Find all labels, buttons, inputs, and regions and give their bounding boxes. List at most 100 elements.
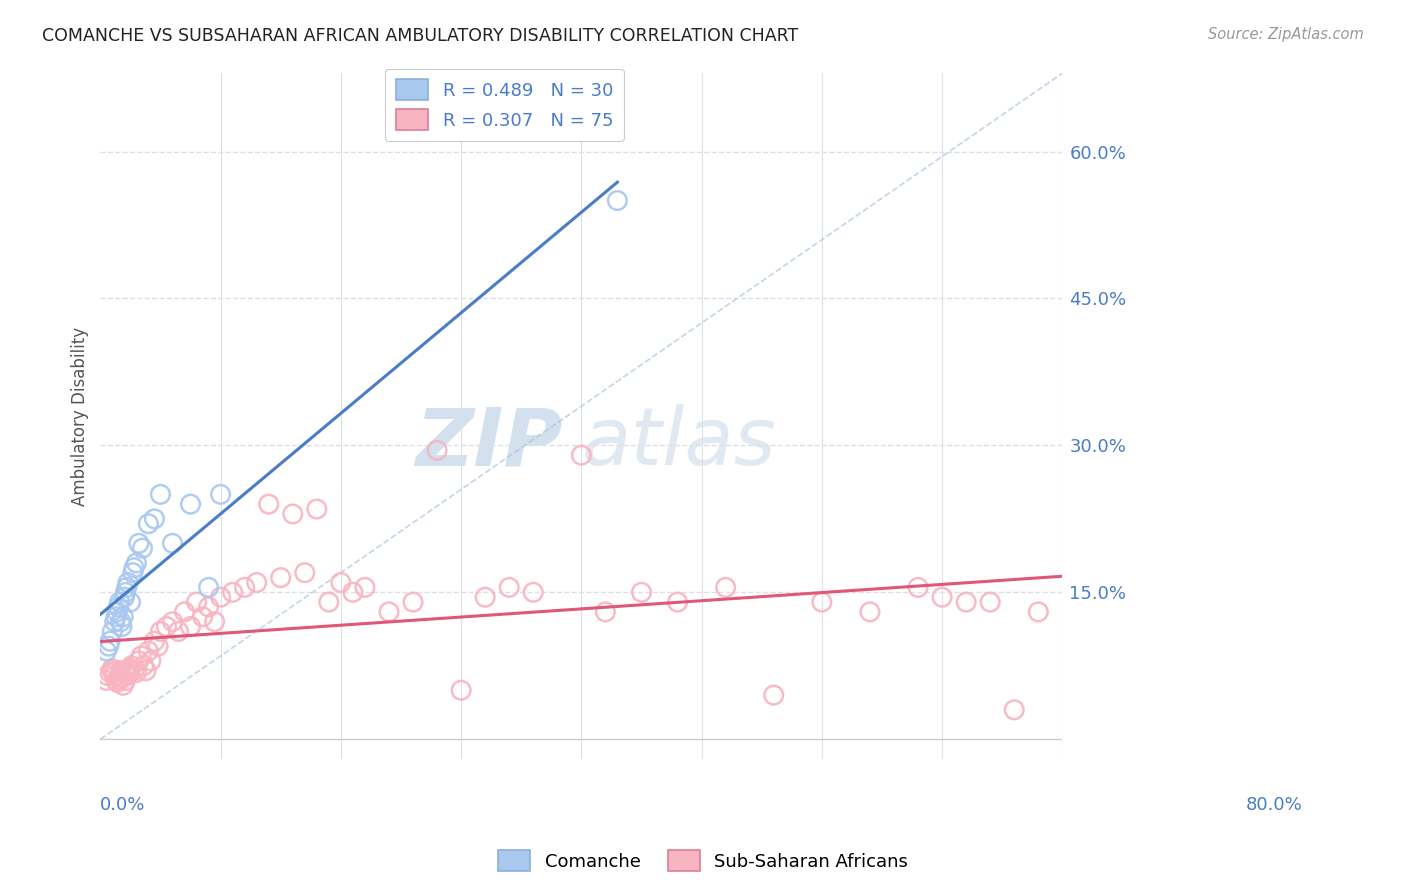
Y-axis label: Ambulatory Disability: Ambulatory Disability: [72, 326, 89, 506]
Point: [522, 585, 544, 599]
Point: [907, 581, 929, 595]
Point: [149, 624, 172, 639]
Point: [107, 599, 129, 614]
Point: [378, 605, 401, 619]
Point: [104, 615, 127, 629]
Point: [117, 664, 139, 678]
Text: 80.0%: 80.0%: [1246, 797, 1303, 814]
Point: [125, 665, 148, 680]
Point: [138, 516, 160, 531]
Legend: R = 0.489   N = 30, R = 0.307   N = 75: R = 0.489 N = 30, R = 0.307 N = 75: [385, 69, 624, 141]
Point: [402, 595, 425, 609]
Point: [294, 566, 316, 580]
Point: [270, 571, 292, 585]
Point: [115, 581, 138, 595]
Point: [97, 668, 120, 682]
Point: [128, 654, 150, 668]
Point: [135, 664, 157, 678]
Text: atlas: atlas: [581, 404, 776, 483]
Point: [101, 664, 124, 678]
Point: [1026, 605, 1049, 619]
Point: [162, 536, 184, 550]
Point: [342, 585, 364, 599]
Point: [122, 664, 145, 678]
Point: [128, 536, 150, 550]
Point: [257, 497, 280, 511]
Point: [180, 619, 202, 633]
Point: [111, 619, 134, 633]
Point: [112, 609, 135, 624]
Point: [474, 590, 496, 604]
Point: [354, 581, 377, 595]
Point: [107, 672, 129, 686]
Point: [955, 595, 977, 609]
Point: [112, 590, 135, 604]
Point: [595, 605, 617, 619]
Point: [104, 609, 127, 624]
Point: [979, 595, 1001, 609]
Point: [498, 581, 520, 595]
Point: [101, 662, 124, 676]
Point: [121, 566, 143, 580]
Point: [146, 639, 169, 653]
Point: [162, 615, 184, 629]
Point: [105, 675, 128, 690]
Point: [110, 664, 132, 678]
Point: [121, 658, 143, 673]
Point: [96, 673, 118, 688]
Point: [120, 595, 142, 609]
Point: [204, 615, 226, 629]
Point: [114, 585, 136, 599]
Point: [233, 581, 256, 595]
Point: [173, 605, 195, 619]
Point: [450, 683, 472, 698]
Point: [305, 502, 328, 516]
Point: [115, 668, 138, 682]
Point: [101, 624, 124, 639]
Point: [108, 595, 131, 609]
Point: [191, 609, 214, 624]
Point: [246, 575, 269, 590]
Point: [606, 194, 628, 208]
Text: COMANCHE VS SUBSAHARAN AFRICAN AMBULATORY DISABILITY CORRELATION CHART: COMANCHE VS SUBSAHARAN AFRICAN AMBULATOR…: [42, 27, 799, 45]
Point: [138, 644, 160, 658]
Point: [103, 665, 125, 680]
Point: [122, 561, 145, 575]
Legend: Comanche, Sub-Saharan Africans: Comanche, Sub-Saharan Africans: [491, 843, 915, 879]
Point: [129, 648, 152, 663]
Point: [209, 487, 232, 501]
Point: [98, 665, 121, 680]
Point: [112, 665, 135, 680]
Point: [110, 615, 132, 629]
Point: [281, 507, 304, 521]
Point: [118, 665, 141, 680]
Point: [186, 595, 208, 609]
Point: [762, 688, 785, 702]
Point: [221, 585, 243, 599]
Point: [111, 672, 134, 686]
Point: [329, 575, 352, 590]
Point: [132, 658, 155, 673]
Point: [114, 673, 136, 688]
Text: Source: ZipAtlas.com: Source: ZipAtlas.com: [1208, 27, 1364, 42]
Point: [197, 599, 219, 614]
Point: [197, 581, 219, 595]
Point: [139, 654, 162, 668]
Point: [155, 619, 177, 633]
Point: [143, 512, 166, 526]
Point: [143, 634, 166, 648]
Point: [1002, 703, 1025, 717]
Text: 0.0%: 0.0%: [100, 797, 146, 814]
Point: [112, 678, 135, 692]
Point: [105, 605, 128, 619]
Point: [131, 541, 153, 556]
Point: [97, 639, 120, 653]
Point: [426, 443, 449, 458]
Point: [859, 605, 882, 619]
Point: [167, 624, 190, 639]
Point: [209, 590, 232, 604]
Point: [569, 448, 592, 462]
Point: [104, 668, 127, 682]
Point: [180, 497, 202, 511]
Point: [98, 634, 121, 648]
